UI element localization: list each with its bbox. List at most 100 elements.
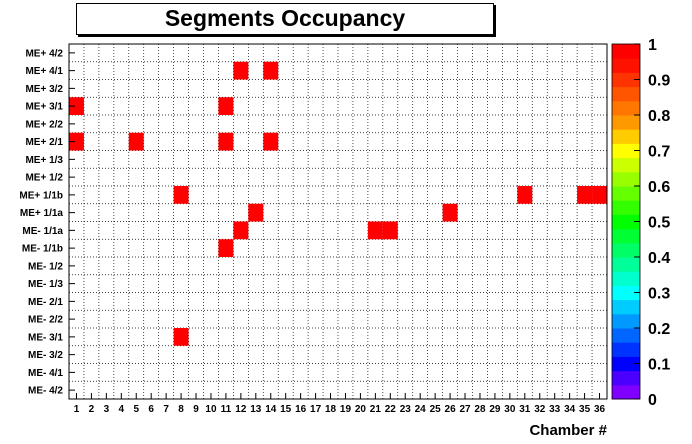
color-scale-label: 0.2 [648,321,670,338]
x-tick-label: 28 [474,404,486,415]
color-scale-label: 0.1 [648,357,670,374]
x-tick-label: 25 [430,404,442,415]
x-tick-label: 1 [74,404,80,415]
color-scale-band [612,342,640,357]
y-tick-label: ME+ 1/1a [20,208,64,219]
color-scale-label: 0.6 [648,179,670,196]
color-scale-band [612,186,640,201]
color-scale-band [612,370,640,386]
x-axis-title: Chamber # [529,422,607,439]
color-scale-label: 0.9 [648,73,670,90]
color-scale-band [612,86,640,102]
heatmap-cell [517,186,533,204]
color-scale-label: 0 [648,392,657,409]
color-scale-label: 0.4 [648,250,670,267]
heatmap-cell [218,97,234,115]
x-tick-label: 5 [133,404,139,415]
x-tick-label: 14 [265,404,277,415]
x-tick-label: 17 [310,404,322,415]
color-scale-band [612,356,640,372]
color-scale-band [612,72,640,88]
x-tick-label: 2 [89,404,95,415]
x-tick-label: 15 [280,404,292,415]
y-tick-label: ME- 3/2 [28,350,63,361]
color-scale-band [612,100,640,116]
heatmap-cell [69,132,84,151]
color-scale-band [612,271,640,286]
y-tick-label: ME+ 4/1 [25,66,63,77]
heatmap-cell [128,132,144,151]
x-tick-label: 11 [221,404,232,415]
x-tick-label: 26 [445,404,457,415]
heatmap-cell [592,186,607,204]
x-tick-label: 21 [370,404,382,415]
color-scale-band [612,285,640,301]
color-scale-band [612,44,640,59]
color-scale-label: 1 [648,37,657,54]
heatmap-cell [173,186,189,204]
x-tick-label: 16 [295,404,307,415]
x-tick-label: 18 [325,404,337,415]
y-tick-label: ME- 4/2 [28,386,63,397]
x-tick-label: 29 [489,404,501,415]
color-scale-label: 0.5 [648,215,670,232]
x-tick-label: 31 [519,404,531,415]
x-tick-label: 23 [400,404,412,415]
color-scale-band [612,299,640,315]
color-scale-band [612,313,640,329]
x-tick-label: 22 [385,404,397,415]
y-tick-label: ME+ 2/1 [25,137,63,148]
chart-title: Segments Occupancy [164,5,406,31]
x-tick-label: 36 [594,404,606,415]
color-scale-band [612,242,640,258]
color-scale-band [612,228,640,244]
color-scale-band [612,328,640,343]
x-tick-label: 19 [340,404,352,415]
plot-frame [68,43,608,400]
heatmap-cell [233,221,249,240]
x-tick-label: 34 [564,404,576,415]
heatmap-cell [233,61,249,80]
x-tick-label: 4 [119,404,125,415]
heatmap-cell [218,239,234,257]
color-scale-band [612,58,640,73]
x-tick-label: 13 [250,404,262,415]
color-scale-band [612,200,640,215]
y-tick-label: ME- 2/1 [28,297,63,308]
color-scale-band [612,214,640,230]
color-scale-band [612,129,640,144]
x-tick-label: 24 [415,404,427,415]
x-tick-label: 32 [534,404,546,415]
y-tick-label: ME+ 4/2 [25,48,63,59]
y-tick-label: ME+ 1/1b [19,190,63,201]
color-scale-band [612,257,640,272]
y-tick-label: ME- 2/2 [28,315,63,326]
x-tick-label: 9 [193,404,199,415]
x-tick-label: 35 [579,404,591,415]
x-tick-label: 33 [549,404,561,415]
chart-title-box: Segments Occupancy [76,3,494,35]
heatmap-cell [442,203,458,222]
color-scale-band [612,157,640,173]
y-tick-label: ME+ 2/2 [25,119,63,130]
color-scale-label: 0.3 [648,286,670,303]
heatmap-cell [69,97,84,115]
y-tick-label: ME- 1/3 [28,279,63,290]
heatmap-cell [577,186,593,204]
y-tick-label: ME- 1/1b [22,244,63,255]
x-tick-label: 7 [163,404,169,415]
y-tick-label: ME+ 1/2 [25,173,63,184]
color-scale-label: 0.8 [648,108,670,125]
color-scale-band [612,384,640,400]
x-tick-label: 30 [504,404,516,415]
heatmap-cell [263,61,279,80]
y-tick-label: ME- 1/2 [28,261,63,272]
heatmap-cell [173,328,189,346]
heatmap-cell [248,203,264,222]
y-tick-label: ME- 1/1a [22,226,63,237]
x-tick-label: 8 [178,404,184,415]
x-tick-label: 12 [235,404,247,415]
y-tick-label: ME- 4/1 [28,368,63,379]
y-tick-label: ME+ 1/3 [25,155,63,166]
